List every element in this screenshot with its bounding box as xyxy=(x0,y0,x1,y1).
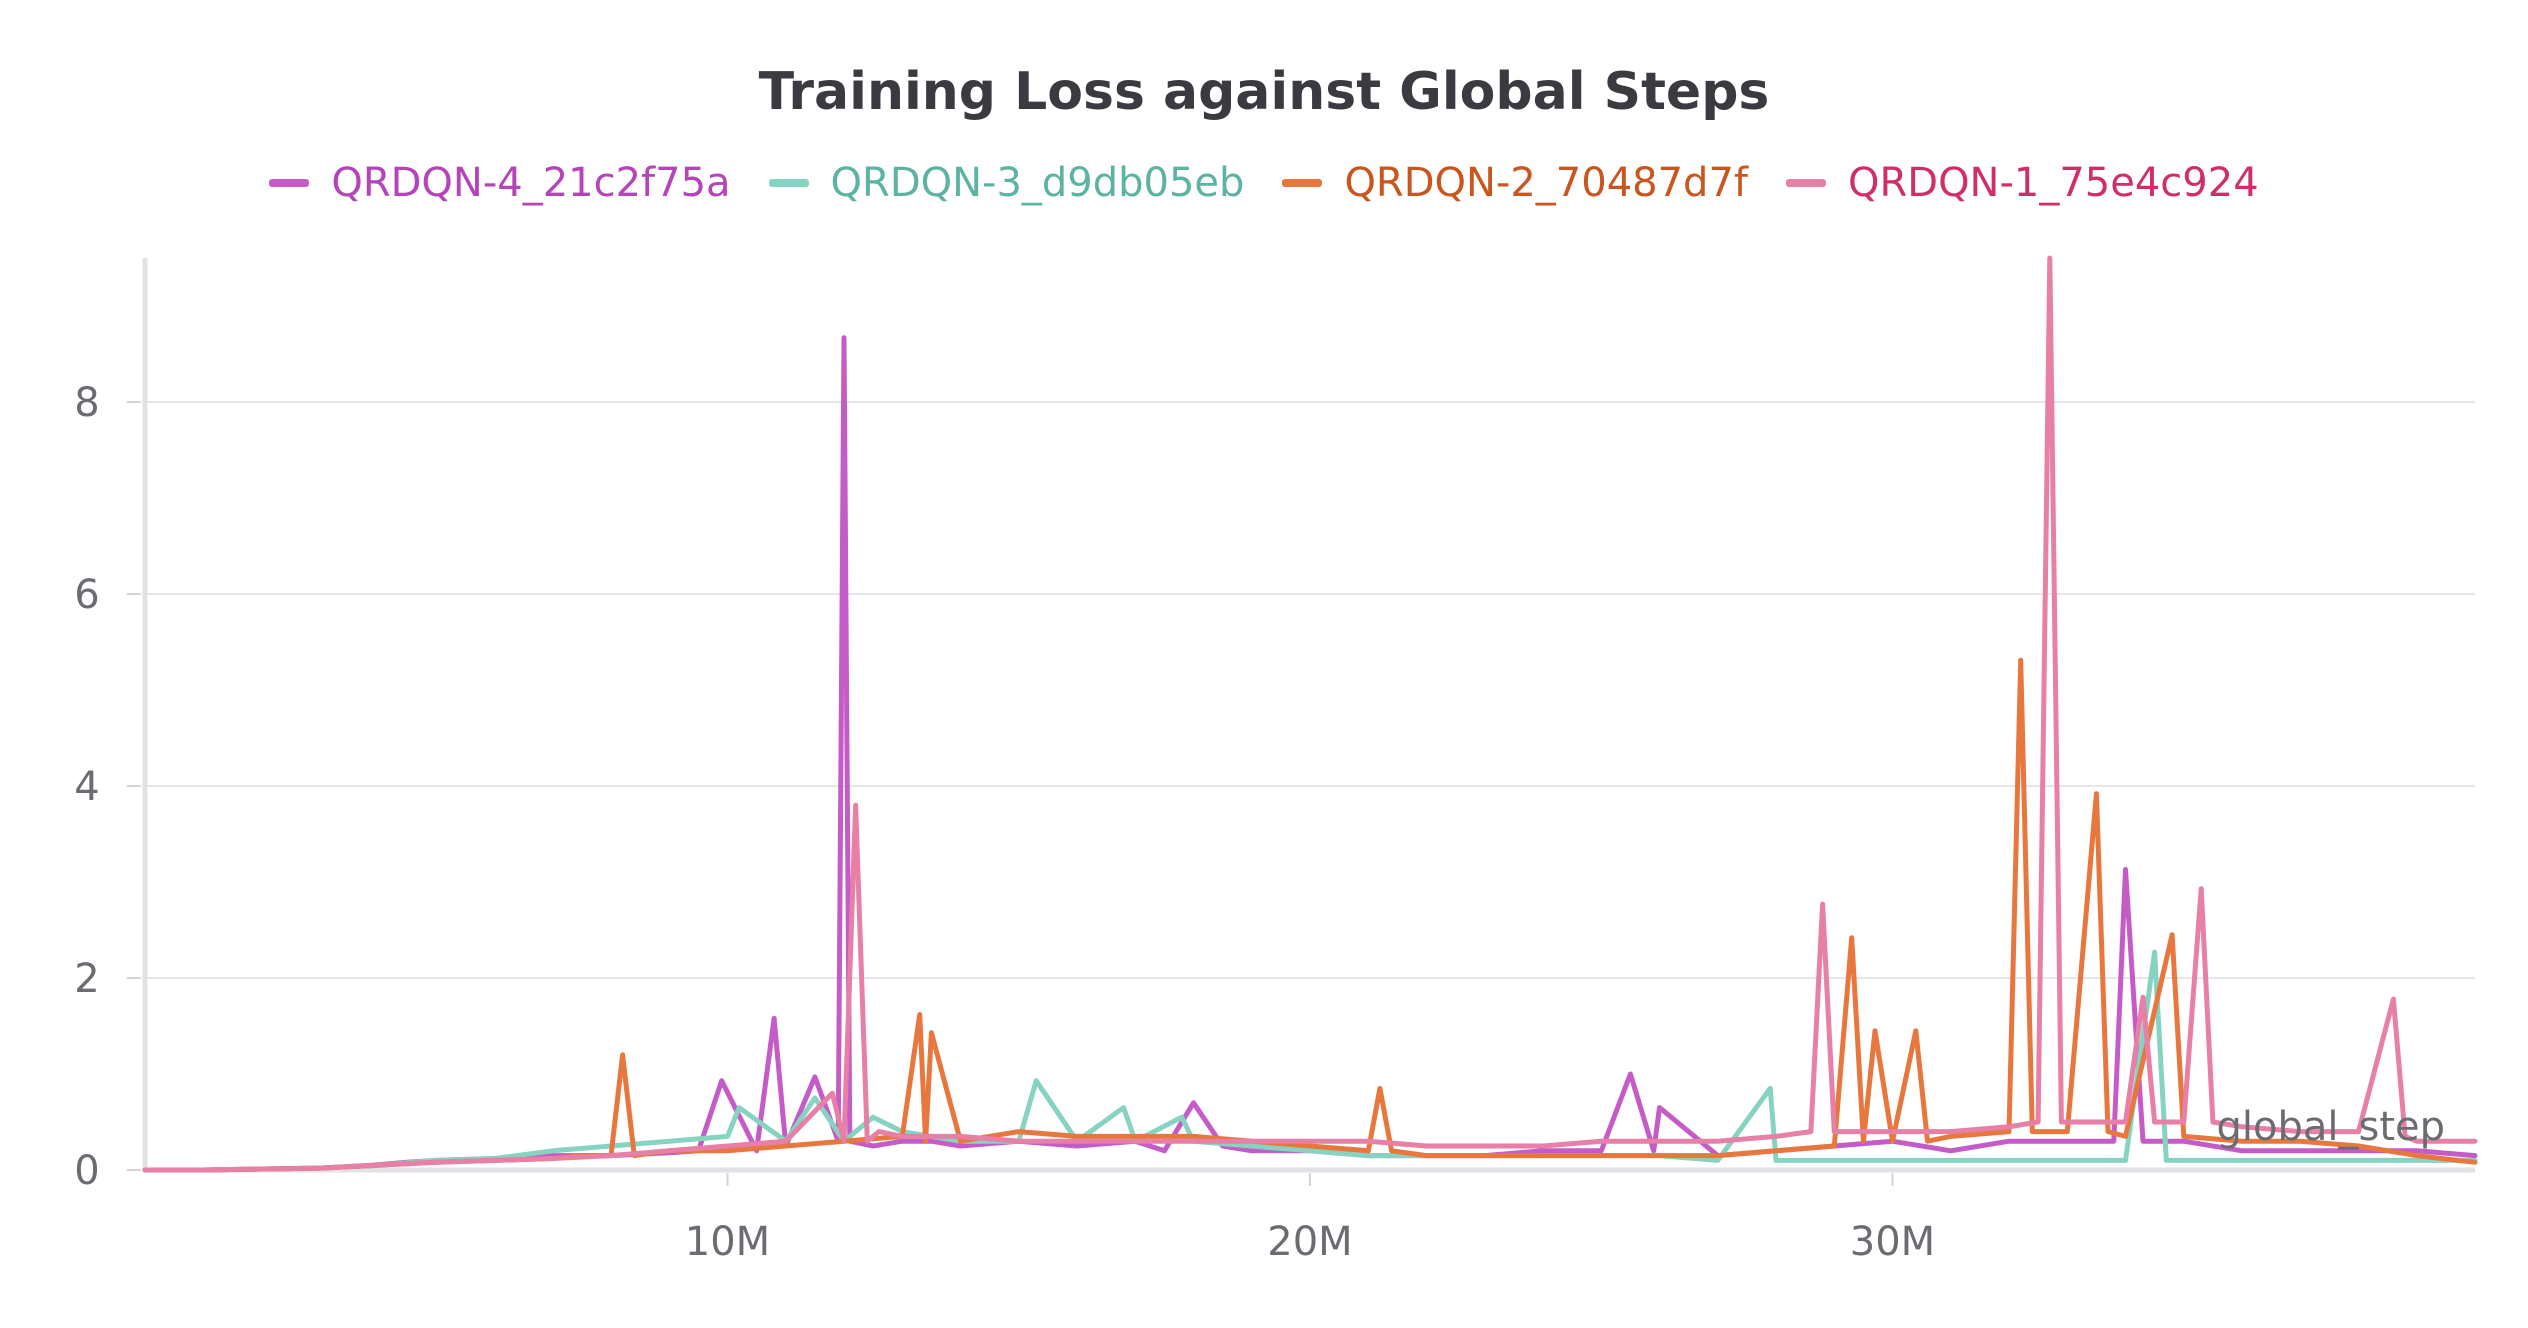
y-tick-label: 4 xyxy=(74,764,99,810)
legend-item-qrdqn-2-70487d7f[interactable]: QRDQN-2_70487d7f xyxy=(1282,160,1748,206)
y-tick-label: 2 xyxy=(74,956,99,1002)
y-tick-label: 8 xyxy=(74,380,99,426)
legend-item-qrdqn-1-75e4c924[interactable]: QRDQN-1_75e4c924 xyxy=(1785,160,2259,206)
legend-swatch xyxy=(1282,179,1323,187)
axes xyxy=(142,258,2475,1173)
x-tick-label: 30M xyxy=(1850,1219,1935,1265)
series-line-qrdqn-1-75e4c924 xyxy=(142,255,2478,1173)
x-tick-label: 10M xyxy=(685,1219,770,1265)
legend-swatch xyxy=(1785,179,1826,187)
x-tick-label: 20M xyxy=(1267,1219,1352,1265)
x-tick-labels: 10M 20M 30M xyxy=(685,1173,1935,1265)
y-tick-label: 6 xyxy=(74,572,99,618)
legend-label: QRDQN-4_21c2f75a xyxy=(331,160,731,206)
legend-swatch xyxy=(768,179,809,187)
legend-swatch xyxy=(269,179,310,187)
y-tick-labels: 0 2 4 6 8 xyxy=(74,380,99,1194)
y-tick-label: 0 xyxy=(74,1148,99,1194)
legend-label: QRDQN-3_d9db05eb xyxy=(830,160,1245,206)
series-line-qrdqn-4-21c2f75a xyxy=(142,335,2478,1173)
x-axis-label: global_step xyxy=(2216,1104,2445,1150)
legend: QRDQN-4_21c2f75a QRDQN-3_d9db05eb QRDQN-2_… xyxy=(0,160,2528,206)
series-lines xyxy=(142,255,2478,1173)
legend-item-qrdqn-4-21c2f75a[interactable]: QRDQN-4_21c2f75a xyxy=(269,160,731,206)
series-line-qrdqn-2-70487d7f xyxy=(142,657,2478,1173)
grid-lines xyxy=(127,401,2475,1171)
legend-item-qrdqn-3-d9db05eb[interactable]: QRDQN-3_d9db05eb xyxy=(768,160,1245,206)
legend-label: QRDQN-2_70487d7f xyxy=(1344,160,1748,206)
chart-title: Training Loss against Global Steps xyxy=(758,62,1770,122)
legend-label: QRDQN-1_75e4c924 xyxy=(1847,160,2259,206)
